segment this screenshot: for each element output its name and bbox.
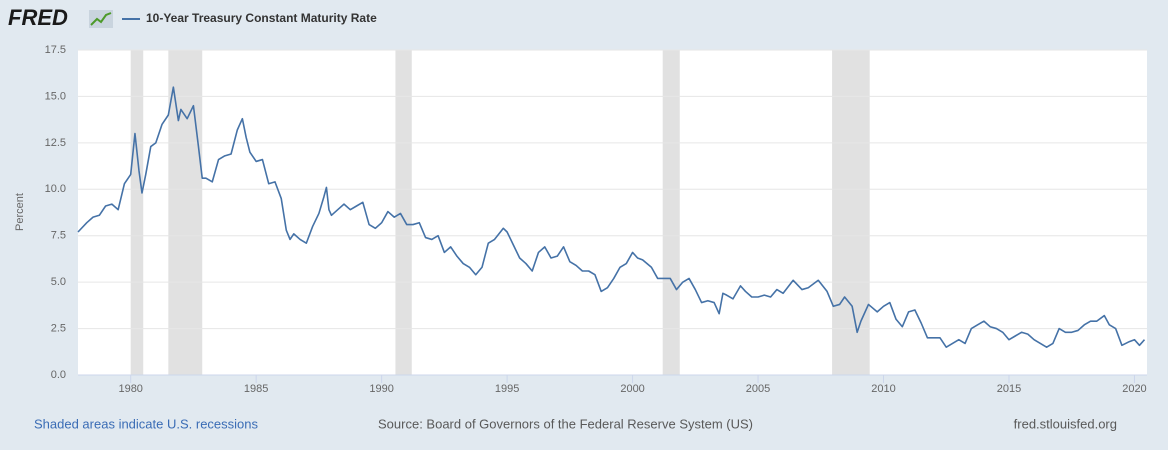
x-tick-label: 1990 [369,383,393,395]
logo-icon [89,10,113,28]
recession-layer [130,50,870,375]
y-tick-label: 2.5 [51,322,66,334]
recession-band [662,50,680,375]
x-tick-label: 2020 [1122,383,1146,395]
y-tick-label: 10.0 [45,183,66,195]
x-tick-label: 1995 [495,383,519,395]
recession-band [130,50,144,375]
x-tick-label: 2000 [620,383,644,395]
recession-note[interactable]: Shaded areas indicate U.S. recessions [34,416,259,431]
recession-band [832,50,870,375]
logo-icon-line [90,12,112,26]
series-line [77,86,1146,348]
y-tick-label: 7.5 [51,230,66,242]
x-tick-label: 2015 [997,383,1021,395]
recession-band [168,50,203,375]
y-tick-label: 0.0 [51,369,66,381]
plot-area [78,50,1147,375]
grid-layer [78,49,1147,383]
line-layer [77,86,1146,348]
y-axis-label: Percent [14,193,26,231]
site-link[interactable]: fred.stlouisfed.org [1014,416,1117,431]
y-tick-label: 12.5 [45,137,66,149]
x-tick-label: 1985 [244,383,268,395]
recession-band [395,50,412,375]
y-tick-label: 17.5 [45,44,66,56]
logo[interactable]: FRED [8,5,68,30]
y-tick-label: 5.0 [51,276,66,288]
x-tick-label: 1980 [118,383,142,395]
y-tick-label: 15.0 [45,90,66,102]
x-tick-label: 2010 [871,383,895,395]
source-note: Source: Board of Governors of the Federa… [378,416,753,431]
x-tick-label: 2005 [746,383,770,395]
legend-label: 10-Year Treasury Constant Maturity Rate [146,11,377,25]
